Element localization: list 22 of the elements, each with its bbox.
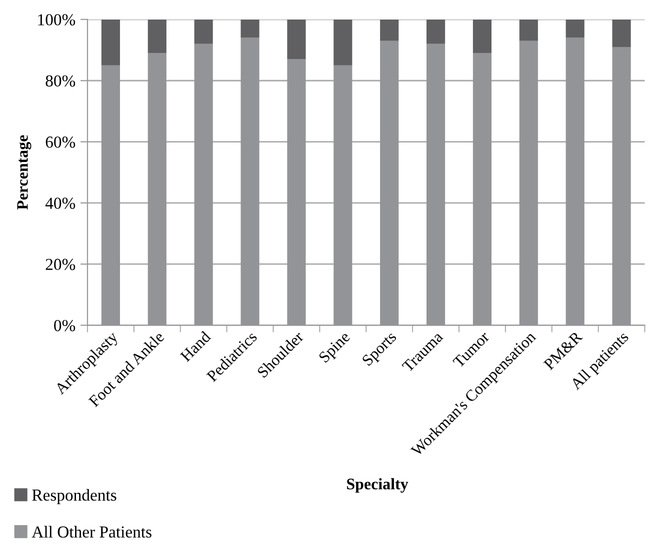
y-tick-label: 100% bbox=[38, 14, 76, 26]
y-axis-title: Percentage bbox=[17, 135, 32, 210]
y-tick-label: 20% bbox=[46, 258, 76, 270]
bar bbox=[101, 19, 120, 66]
bar bbox=[612, 19, 631, 47]
bar bbox=[334, 19, 352, 66]
legend-label: All Other Patients bbox=[32, 526, 152, 538]
y-tick-label: 0% bbox=[54, 320, 76, 332]
bar bbox=[472, 19, 492, 54]
bar bbox=[380, 19, 399, 41]
bar bbox=[240, 19, 260, 38]
y-tick-label: 40% bbox=[45, 198, 76, 209]
y-tick-label: 60% bbox=[46, 136, 76, 148]
y-tick-label: 80% bbox=[46, 75, 76, 87]
bar bbox=[566, 19, 584, 38]
x-axis-title: Specialty bbox=[347, 478, 408, 493]
bar bbox=[426, 19, 446, 44]
bar bbox=[519, 19, 538, 41]
bar bbox=[148, 19, 166, 54]
bar bbox=[287, 19, 306, 60]
legend-label: Respondents bbox=[32, 489, 116, 504]
bar bbox=[194, 19, 213, 44]
